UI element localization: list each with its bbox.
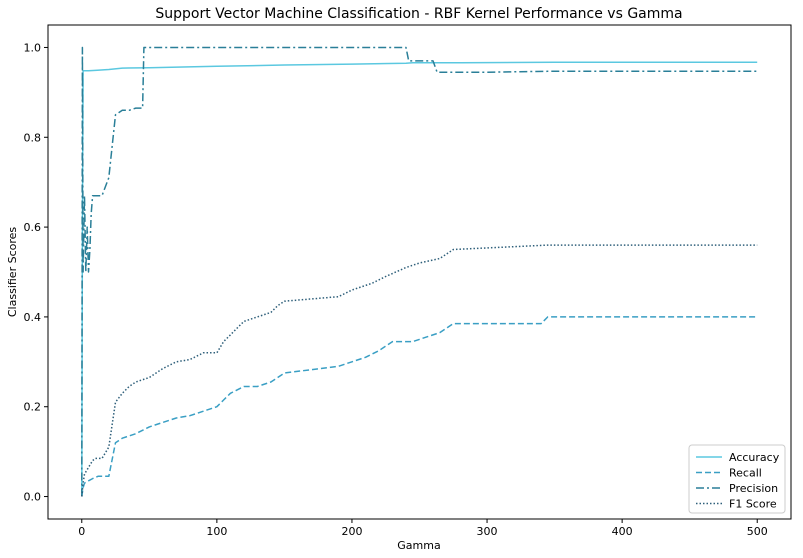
series-line-recall [81,316,758,497]
y-tick-label: 0.6 [24,221,42,234]
chart-title: Support Vector Machine Classification - … [155,6,682,22]
series-line-accuracy [81,61,758,493]
legend-box [688,444,786,514]
legend-label: F1 Score [729,498,777,511]
series-line-f1-score [81,244,758,497]
y-tick-label: 0.2 [24,401,42,414]
y-axis: 0.0 0.2 0.4 0.6 0.8 1.0 [24,41,48,504]
series-layer [81,46,758,497]
y-axis-title: Classifier Scores [6,227,19,318]
x-tick-label: 200 [341,525,362,538]
legend-label: Precision [729,482,778,495]
series-line-precision [81,46,758,497]
legend-label: Recall [729,467,762,480]
x-axis: 0 100 200 300 400 500 [78,519,768,538]
legend: Accuracy Recall Precision F1 Score [688,444,786,514]
x-axis-title: Gamma [397,539,440,552]
x-tick-label: 100 [206,525,227,538]
y-tick-label: 0.0 [24,491,42,504]
x-tick-label: 500 [747,525,768,538]
legend-label: Accuracy [729,451,780,464]
x-tick-label: 0 [78,525,85,538]
y-tick-label: 1.0 [24,41,42,54]
x-tick-label: 300 [477,525,498,538]
x-tick-label: 400 [612,525,633,538]
y-tick-label: 0.4 [24,311,42,324]
y-tick-label: 0.8 [24,131,42,144]
plot-frame [47,24,792,520]
